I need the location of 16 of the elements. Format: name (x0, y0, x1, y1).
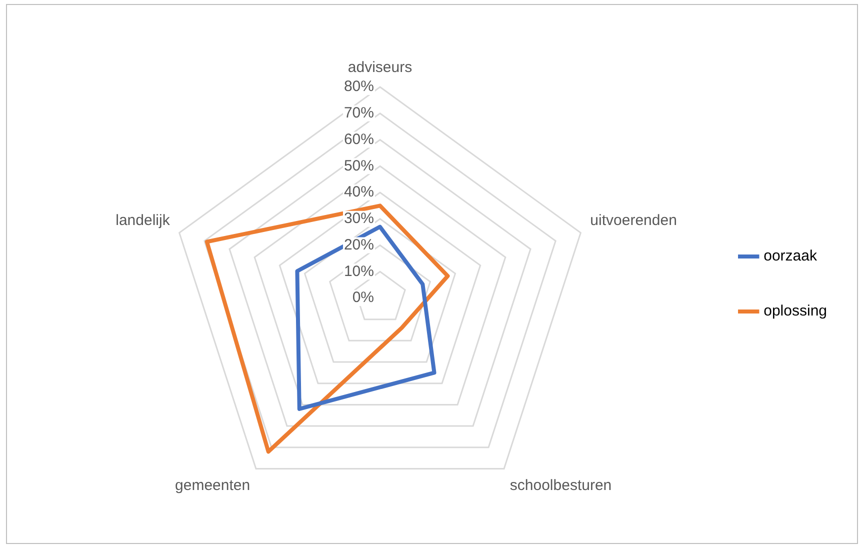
y-tick-label: 70% (344, 104, 374, 122)
spoke-label: landelijk (116, 212, 170, 229)
y-tick-label: 80% (344, 78, 374, 96)
y-tick-label: 40% (344, 184, 374, 201)
y-tick-label: 30% (344, 210, 374, 228)
y-tick-label: 50% (344, 157, 374, 174)
y-tick-label: 0% (352, 289, 374, 306)
spoke-label: gemeenten (175, 476, 250, 494)
spoke-label: uitvoerenden (590, 212, 677, 229)
y-tick-label: 60% (344, 130, 374, 148)
y-tick-label: 20% (344, 236, 374, 254)
legend-label: oorzaak (764, 248, 818, 265)
spoke-label: schoolbesturen (510, 476, 612, 494)
spoke-label: adviseurs (348, 59, 412, 76)
y-tick-label: 10% (344, 262, 374, 280)
legend-label: oplossing (764, 302, 828, 320)
